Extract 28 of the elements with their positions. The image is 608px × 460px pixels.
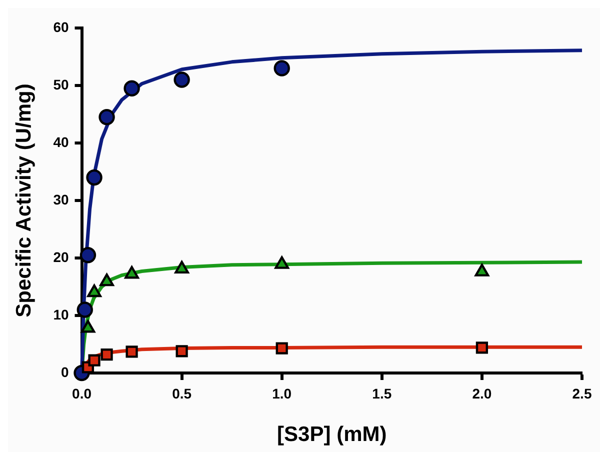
x-tick-label: 1.5 xyxy=(372,385,392,402)
y-tick-label: 50 xyxy=(53,76,69,92)
point xyxy=(86,169,102,186)
point xyxy=(124,80,140,96)
y-tick-label: 10 xyxy=(53,306,69,322)
y-tick-label: 0 xyxy=(60,364,69,380)
point xyxy=(98,109,115,126)
point xyxy=(126,346,138,358)
x-tick-label: 1.0 xyxy=(272,385,292,402)
y-axis-title: Specific Activity (U/mg) xyxy=(12,84,36,318)
y-tick-label: 20 xyxy=(53,248,69,265)
point xyxy=(274,60,290,76)
y-tick-label: 60 xyxy=(53,18,69,35)
y-tick-label: 30 xyxy=(53,191,69,208)
y-tick-label: 40 xyxy=(53,134,69,150)
point xyxy=(276,342,288,354)
x-tick-label: 2.5 xyxy=(572,385,592,402)
point xyxy=(76,302,93,318)
x-tick-label: 2.0 xyxy=(472,385,492,402)
point xyxy=(476,342,488,354)
point xyxy=(80,247,96,264)
point xyxy=(88,354,100,366)
point xyxy=(100,348,113,361)
x-axis-title: [S3P] (mM) xyxy=(277,423,387,446)
point xyxy=(174,72,190,88)
point xyxy=(176,345,188,358)
x-tick-label: 0.5 xyxy=(172,385,192,402)
x-tick-label: 0.0 xyxy=(72,385,92,402)
